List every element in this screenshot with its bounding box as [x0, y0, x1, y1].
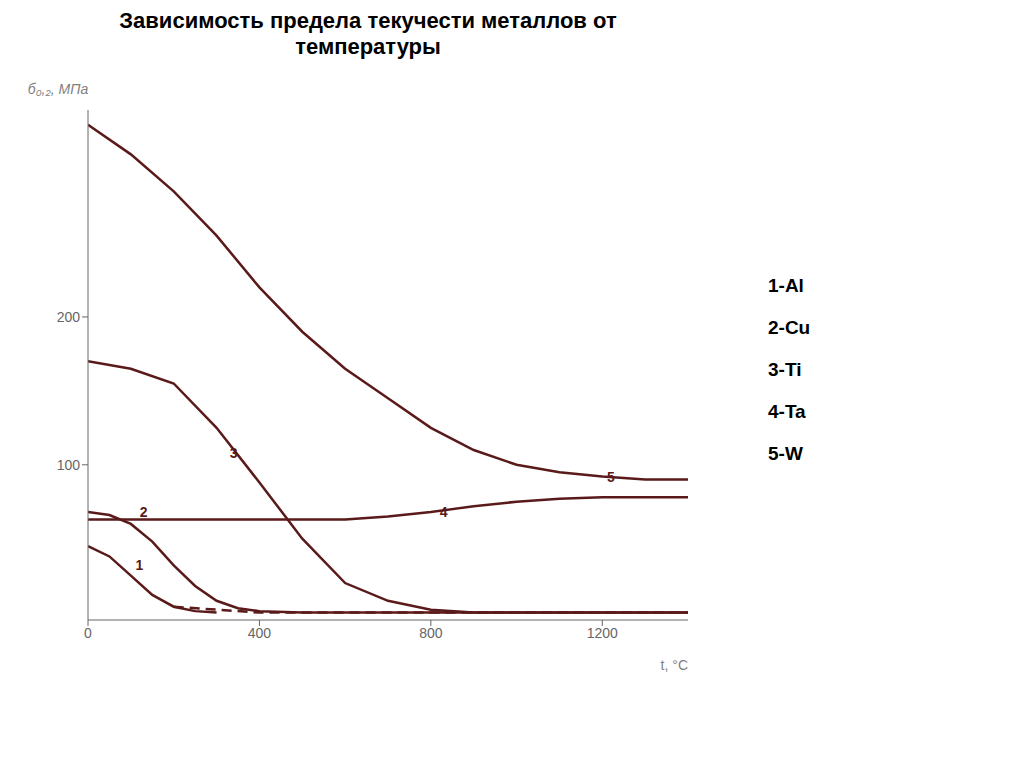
svg-text:4: 4 — [440, 504, 448, 520]
svg-text:3: 3 — [230, 445, 238, 461]
html-text:1-Al: 1-Al — [768, 275, 804, 296]
html-text:2-Cu: 2-Cu — [768, 317, 811, 338]
svg-text:2: 2 — [140, 504, 148, 520]
svg-text:5: 5 — [607, 469, 615, 485]
html-text:3-Ti: 3-Ti — [768, 359, 802, 380]
html-text:4-Ta: 4-Ta — [768, 401, 806, 422]
svg-text:400: 400 — [248, 625, 272, 641]
html-text:Зависимость предела текучести: Зависимость предела текучести металлов о… — [119, 8, 617, 59]
html-text:5-W: 5-W — [768, 443, 803, 464]
svg-text:1: 1 — [136, 557, 144, 573]
svg-text:t, °C: t, °C — [661, 657, 688, 673]
svg-text:б₀,₂, МПа: б₀,₂, МПа — [28, 81, 89, 97]
svg-text:800: 800 — [419, 625, 443, 641]
svg-text:200: 200 — [57, 309, 81, 325]
svg-text:100: 100 — [57, 457, 81, 473]
svg-text:0: 0 — [84, 625, 92, 641]
svg-text:1200: 1200 — [587, 625, 618, 641]
